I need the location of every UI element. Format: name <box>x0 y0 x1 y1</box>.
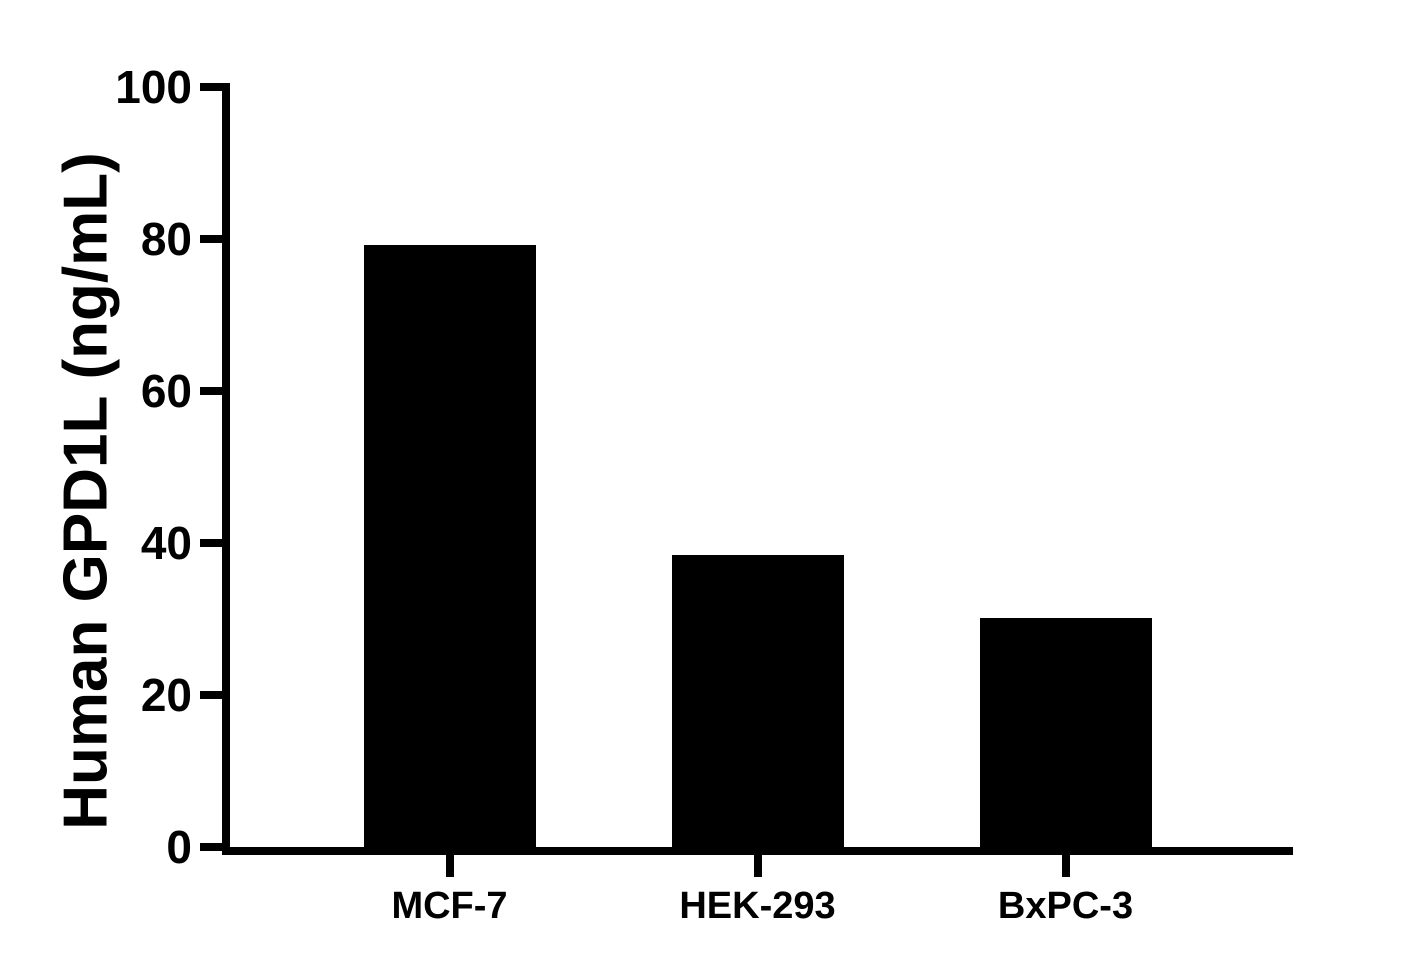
x-axis-tick <box>753 855 762 877</box>
y-axis-tick-label: 100 <box>115 61 192 113</box>
y-axis-tick-label: 60 <box>140 365 192 417</box>
y-axis-tick <box>200 843 222 851</box>
y-axis-tick-label: 0 <box>166 821 192 873</box>
y-axis-tick <box>200 691 222 699</box>
y-axis-tick-label: 80 <box>140 213 192 265</box>
bar-mcf-7 <box>363 245 536 851</box>
y-axis-tick <box>200 387 222 395</box>
y-axis-tick-label: 20 <box>140 669 192 721</box>
x-axis-category-label: HEK-293 <box>679 885 836 927</box>
y-axis-tick-label: 40 <box>140 517 192 569</box>
bar-hek-293 <box>671 555 844 851</box>
x-axis-tick <box>1061 855 1070 877</box>
x-axis-tick <box>445 855 454 877</box>
bar-bxpc-3 <box>979 618 1152 851</box>
x-axis-category-label: BxPC-3 <box>997 885 1134 927</box>
x-axis-line <box>222 847 1293 855</box>
y-axis-tick <box>200 539 222 547</box>
y-axis-tick <box>200 235 222 243</box>
y-axis-line <box>222 83 230 855</box>
x-axis-category-label: MCF-7 <box>391 885 508 927</box>
y-axis-tick <box>200 83 222 91</box>
